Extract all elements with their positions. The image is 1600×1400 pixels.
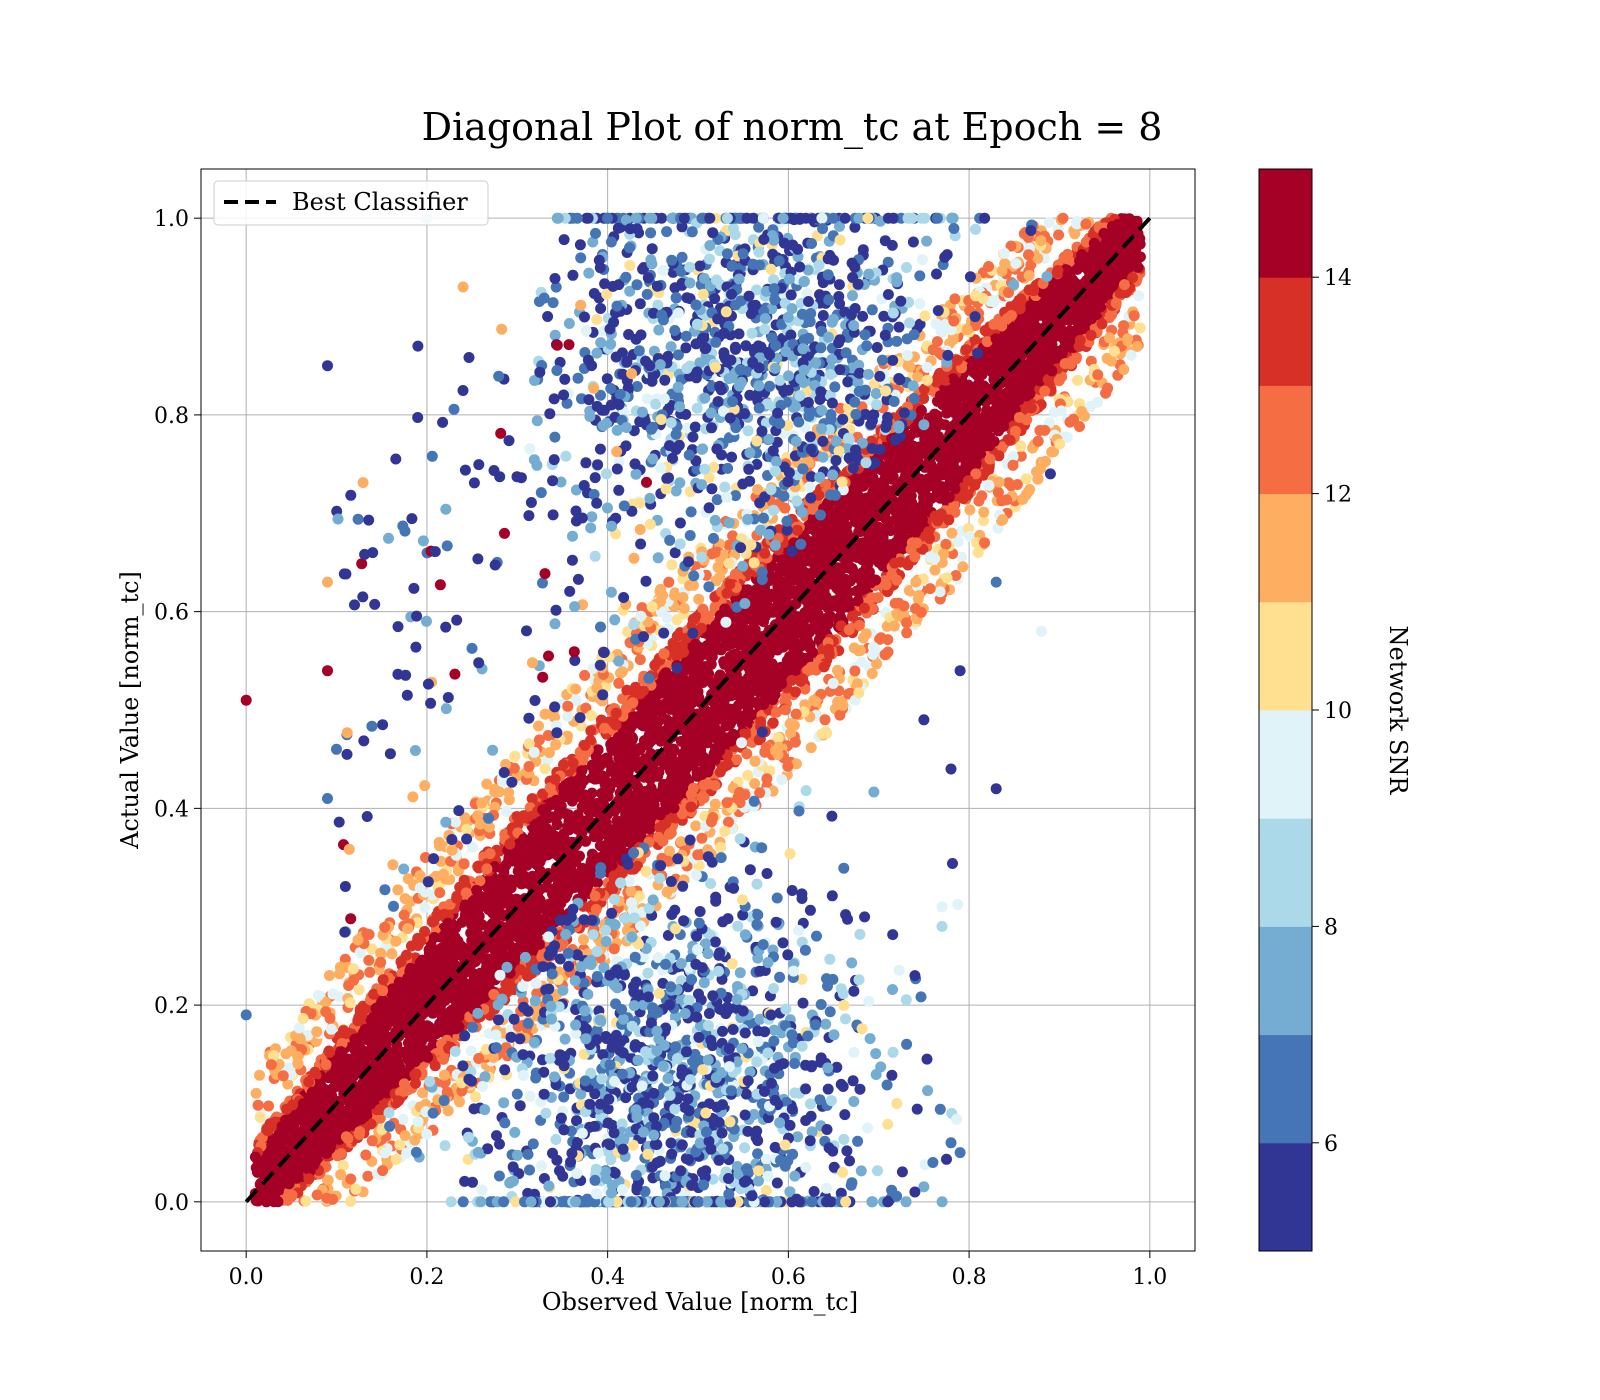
scatter-point bbox=[741, 748, 753, 760]
scatter-point bbox=[759, 649, 770, 661]
scatter-point bbox=[803, 641, 815, 653]
scatter-point bbox=[591, 802, 603, 814]
scatter-point bbox=[984, 453, 996, 465]
scatter-point bbox=[503, 922, 515, 934]
scatter-point bbox=[675, 735, 687, 747]
scatter-point bbox=[474, 875, 486, 887]
scatter-point bbox=[724, 651, 736, 663]
scatter-point bbox=[666, 748, 677, 760]
scatter-point bbox=[637, 685, 649, 697]
scatter-point bbox=[580, 835, 592, 847]
scatter-point bbox=[845, 563, 857, 575]
scatter-point bbox=[374, 1112, 386, 1124]
scatter-point bbox=[918, 393, 930, 404]
scatter-point bbox=[419, 926, 431, 937]
scatter-point bbox=[428, 1038, 440, 1050]
scatter-point bbox=[533, 938, 545, 950]
scatter-points bbox=[240, 212, 1146, 1208]
scatter-point bbox=[613, 752, 625, 764]
scatter-point bbox=[851, 585, 863, 597]
scatter-point bbox=[413, 1037, 425, 1049]
scatter-point bbox=[755, 716, 767, 728]
scatter-point bbox=[817, 543, 829, 555]
scatter-point bbox=[846, 610, 858, 622]
scatter-point bbox=[876, 527, 888, 539]
scatter-point bbox=[639, 753, 651, 765]
scatter-point bbox=[621, 684, 633, 696]
scatter-point bbox=[1014, 317, 1026, 329]
scatter-point bbox=[656, 706, 667, 718]
scatter-point bbox=[383, 1013, 395, 1025]
scatter-point bbox=[862, 565, 874, 576]
scatter-point bbox=[576, 765, 588, 777]
scatter-point bbox=[1059, 358, 1071, 370]
scatter-point bbox=[585, 725, 597, 737]
scatter-point bbox=[1096, 318, 1108, 330]
plot-area: 0.0 0.2 0.4 0.6 0.8 1.0 0.00.20.40.60.81.0 bbox=[154, 168, 1196, 1290]
scatter-point bbox=[780, 704, 791, 716]
scatter-point bbox=[993, 450, 1005, 462]
scatter-point bbox=[654, 822, 666, 834]
scatter-point bbox=[698, 792, 710, 804]
scatter-point bbox=[710, 708, 722, 720]
scatter-point bbox=[710, 619, 722, 631]
scatter-point bbox=[861, 555, 873, 567]
scatter-point bbox=[1053, 375, 1065, 387]
scatter-point bbox=[667, 787, 678, 799]
scatter-point bbox=[766, 658, 778, 670]
scatter-point bbox=[429, 932, 440, 943]
scatter-point bbox=[771, 706, 782, 718]
scatter-point bbox=[915, 405, 927, 417]
scatter-point bbox=[502, 892, 514, 903]
scatter-point bbox=[544, 834, 556, 845]
scatter-point bbox=[526, 793, 538, 805]
scatter-point bbox=[453, 1021, 465, 1033]
scatter-point bbox=[591, 877, 603, 888]
scatter-point bbox=[890, 513, 902, 525]
scatter-point bbox=[809, 603, 821, 615]
scatter-point bbox=[934, 492, 946, 504]
scatter-point bbox=[688, 642, 700, 654]
scatter-point bbox=[1107, 280, 1119, 292]
scatter-point bbox=[943, 514, 955, 526]
scatter-point bbox=[609, 763, 621, 775]
scatter-point bbox=[960, 344, 972, 356]
scatter-point bbox=[1110, 297, 1122, 309]
scatter-point bbox=[921, 433, 933, 445]
scatter-point bbox=[923, 526, 934, 538]
scatter-point bbox=[387, 1049, 399, 1061]
scatter-point bbox=[671, 630, 683, 642]
scatter-point bbox=[875, 477, 887, 489]
scatter-point bbox=[763, 671, 774, 683]
scatter-point bbox=[558, 759, 569, 771]
scatter-point bbox=[790, 686, 801, 698]
scatter-point bbox=[979, 325, 991, 336]
scatter-point bbox=[870, 574, 882, 586]
scatter-point bbox=[704, 650, 715, 662]
scatter-point bbox=[891, 574, 903, 586]
chart-title: Diagonal Plot of norm_tc at Epoch = 8 bbox=[422, 105, 1163, 150]
scatter-point bbox=[620, 773, 632, 785]
scatter-point bbox=[608, 842, 620, 854]
scatter-point bbox=[996, 441, 1008, 453]
scatter-point bbox=[491, 900, 502, 912]
scatter-point bbox=[635, 829, 647, 841]
scatter-point bbox=[767, 717, 779, 729]
